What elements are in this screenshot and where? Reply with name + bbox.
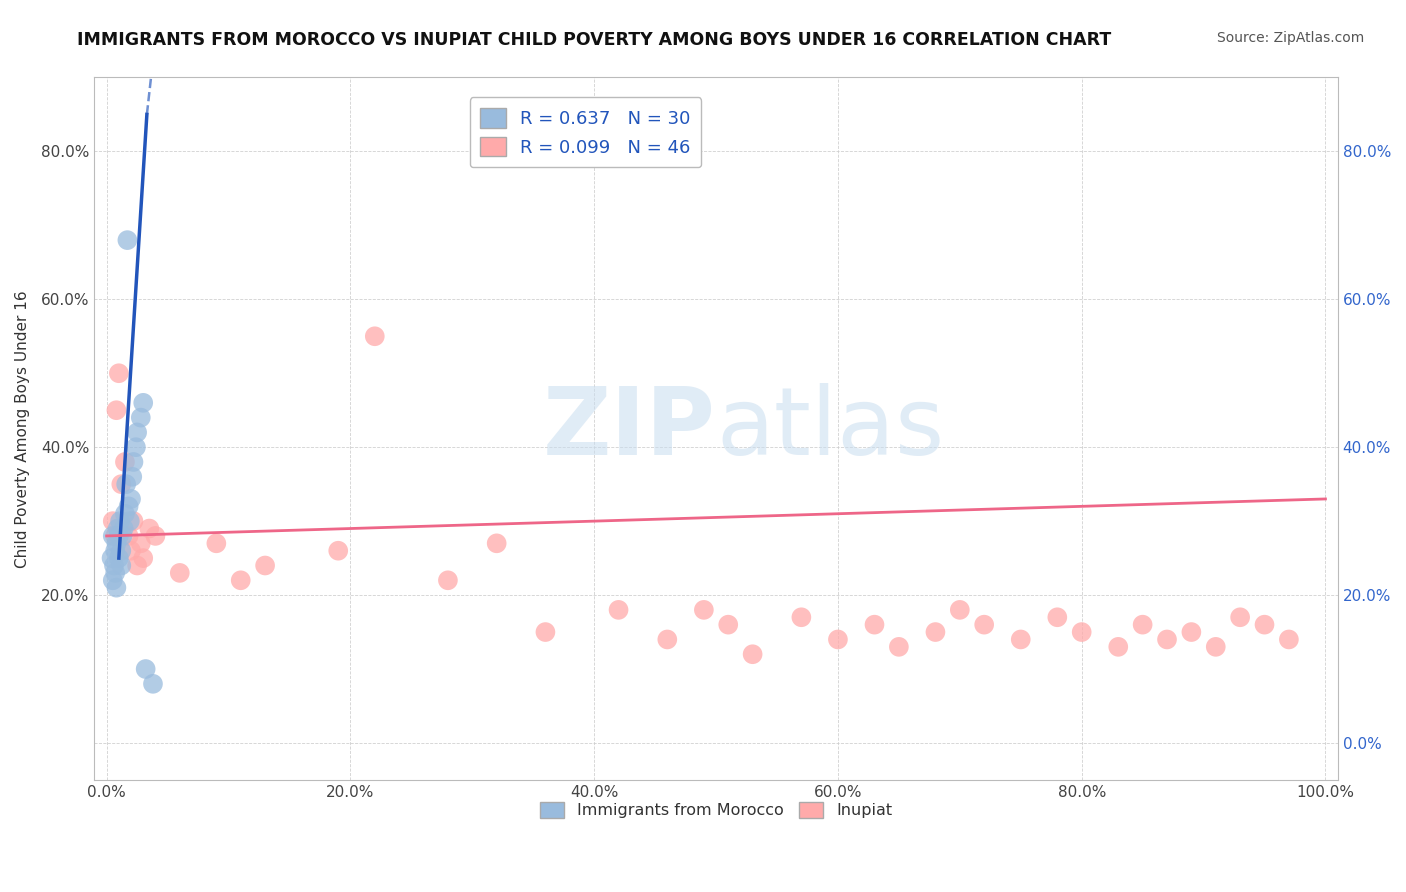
Point [887, 640, 910, 654]
Point [122, 514, 145, 528]
Point [142, 677, 165, 691]
Point [1180, 625, 1202, 640]
Point [205, 536, 228, 550]
Point [790, 610, 813, 624]
Point [101, 514, 124, 528]
Point [120, 491, 142, 506]
Point [121, 469, 143, 483]
Point [115, 477, 138, 491]
Point [145, 529, 167, 543]
Point [129, 536, 152, 550]
Point [108, 366, 131, 380]
Point [112, 522, 135, 536]
Legend: Immigrants from Morocco, Inupiat: Immigrants from Morocco, Inupiat [533, 796, 898, 825]
Point [1046, 610, 1069, 624]
Point [1156, 632, 1178, 647]
Point [1229, 610, 1251, 624]
Point [114, 507, 136, 521]
Point [117, 500, 139, 514]
Point [1132, 617, 1154, 632]
Point [132, 396, 155, 410]
Point [108, 551, 131, 566]
Point [110, 477, 132, 491]
Point [117, 529, 139, 543]
Point [1205, 640, 1227, 654]
Point [607, 603, 630, 617]
Point [101, 574, 124, 588]
Point [229, 574, 252, 588]
Point [254, 558, 277, 573]
Point [129, 410, 152, 425]
Point [105, 536, 128, 550]
Point [118, 514, 141, 528]
Point [485, 536, 508, 550]
Point [534, 625, 557, 640]
Point [437, 574, 460, 588]
Y-axis label: Child Poverty Among Boys Under 16: Child Poverty Among Boys Under 16 [15, 290, 30, 567]
Point [108, 529, 131, 543]
Point [104, 529, 127, 543]
Point [104, 543, 127, 558]
Point [110, 543, 132, 558]
Point [100, 551, 122, 566]
Point [117, 233, 139, 247]
Point [949, 603, 972, 617]
Point [717, 617, 740, 632]
Point [114, 455, 136, 469]
Point [127, 425, 149, 440]
Point [1278, 632, 1301, 647]
Point [924, 625, 946, 640]
Point [1107, 640, 1129, 654]
Point [328, 543, 350, 558]
Point [138, 522, 160, 536]
Point [973, 617, 995, 632]
Text: Source: ZipAtlas.com: Source: ZipAtlas.com [1216, 31, 1364, 45]
Text: ZIP: ZIP [543, 383, 716, 475]
Point [135, 662, 157, 676]
Point [108, 514, 131, 528]
Point [741, 647, 763, 661]
Point [125, 440, 148, 454]
Point [364, 329, 387, 343]
Point [657, 632, 679, 647]
Text: IMMIGRANTS FROM MOROCCO VS INUPIAT CHILD POVERTY AMONG BOYS UNDER 16 CORRELATION: IMMIGRANTS FROM MOROCCO VS INUPIAT CHILD… [77, 31, 1112, 49]
Point [101, 529, 124, 543]
Point [103, 558, 125, 573]
Point [693, 603, 716, 617]
Point [110, 558, 132, 573]
Point [111, 529, 134, 543]
Point [863, 617, 886, 632]
Point [1010, 632, 1032, 647]
Point [1070, 625, 1092, 640]
Point [1253, 617, 1275, 632]
Point [132, 551, 155, 566]
Point [827, 632, 849, 647]
Point [120, 543, 142, 558]
Point [122, 455, 145, 469]
Point [127, 558, 149, 573]
Point [105, 403, 128, 417]
Point [107, 522, 129, 536]
Point [169, 566, 191, 580]
Point [104, 566, 127, 580]
Text: atlas: atlas [716, 383, 945, 475]
Point [105, 581, 128, 595]
